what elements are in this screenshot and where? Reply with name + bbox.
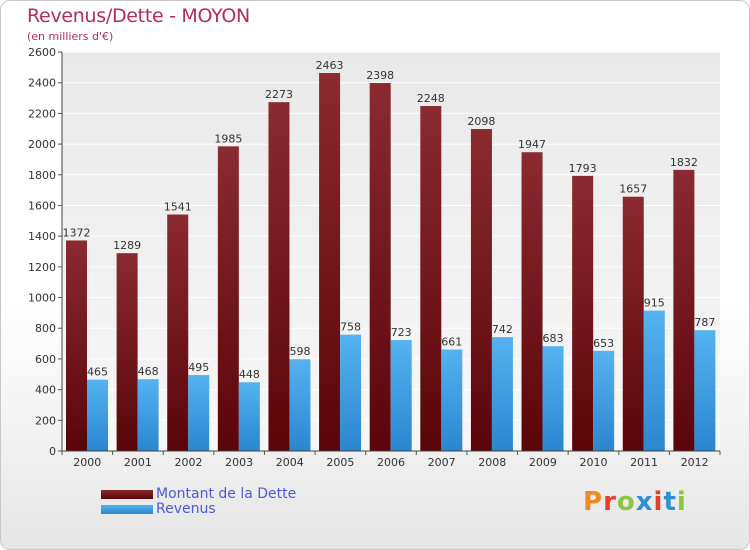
x-tick-label: 2002 [175, 456, 203, 469]
bar-debt [521, 152, 543, 451]
data-label-revenue: 758 [340, 321, 361, 334]
chart-subtitle: (en milliers d'€) [27, 30, 114, 43]
legend-label-debt: Montant de la Dette [156, 486, 297, 502]
legend-swatch-debt [101, 490, 153, 499]
bar-revenue [188, 375, 210, 451]
data-label-revenue: 468 [138, 365, 159, 378]
data-label-debt: 1832 [670, 156, 698, 169]
data-label-revenue: 495 [188, 361, 209, 374]
bar-revenue [340, 334, 362, 451]
data-label-debt: 2398 [366, 69, 394, 82]
y-tick-label: 0 [49, 445, 56, 458]
data-label-revenue: 661 [441, 336, 462, 349]
data-label-debt: 1947 [518, 138, 546, 151]
bar-revenue [441, 349, 463, 451]
data-label-revenue: 598 [289, 345, 310, 358]
x-tick-label: 2003 [225, 456, 253, 469]
x-tick-label: 2006 [377, 456, 405, 469]
x-tick-label: 2005 [326, 456, 354, 469]
x-tick-label: 2011 [630, 456, 658, 469]
y-tick-label: 800 [35, 322, 56, 335]
y-tick-label: 2400 [28, 77, 56, 90]
bar-debt [167, 214, 189, 451]
bar-revenue [238, 382, 260, 451]
y-tick-label: 2600 [28, 46, 56, 59]
x-tick-label: 2008 [478, 456, 506, 469]
legend-swatch-revenue [101, 505, 153, 514]
bar-debt [420, 106, 442, 451]
data-label-debt: 1289 [113, 239, 141, 252]
chart-title: Revenus/Dette - MOYON [27, 5, 250, 27]
data-label-revenue: 787 [694, 316, 715, 329]
x-tick-label: 2004 [276, 456, 304, 469]
data-label-revenue: 683 [543, 332, 564, 345]
bar-debt [66, 240, 87, 451]
data-label-revenue: 723 [391, 326, 412, 339]
proxiti-logo: Proxiti [583, 487, 687, 517]
legend-label-revenue: Revenus [156, 501, 216, 517]
bar-revenue [289, 359, 311, 451]
data-label-revenue: 742 [492, 323, 513, 336]
bar-debt [268, 102, 290, 452]
y-tick-label: 2200 [28, 107, 56, 120]
bar-debt [673, 169, 695, 451]
y-tick-label: 1600 [28, 199, 56, 212]
x-tick-label: 2009 [529, 456, 557, 469]
bar-debt [369, 82, 391, 451]
data-label-debt: 2098 [467, 115, 495, 128]
x-tick-label: 2001 [124, 456, 152, 469]
bar-debt [470, 129, 492, 451]
bar-revenue [491, 337, 513, 451]
data-label-revenue: 465 [87, 366, 108, 379]
data-label-revenue: 653 [593, 337, 614, 350]
x-tick-label: 2010 [579, 456, 607, 469]
y-tick-label: 2000 [28, 138, 56, 151]
bar-revenue [593, 350, 615, 451]
y-tick-label: 200 [35, 414, 56, 427]
x-tick-label: 2012 [681, 456, 709, 469]
bar-debt [319, 73, 341, 451]
bar-debt [622, 196, 644, 451]
data-label-revenue: 448 [239, 368, 260, 381]
bar-debt [217, 146, 239, 451]
y-tick-label: 1200 [28, 261, 56, 274]
x-tick-label: 2000 [73, 456, 101, 469]
data-label-debt: 1372 [63, 226, 91, 239]
data-label-debt: 2248 [417, 92, 445, 105]
bar-revenue [137, 379, 159, 451]
data-label-debt: 2463 [316, 59, 344, 72]
bar-revenue [694, 330, 716, 451]
y-tick-label: 1800 [28, 169, 56, 182]
data-label-debt: 1657 [619, 183, 647, 196]
bar-revenue [390, 340, 412, 451]
bar-debt [116, 253, 138, 451]
y-tick-label: 1000 [28, 292, 56, 305]
data-label-revenue: 915 [644, 297, 665, 310]
x-tick-label: 2007 [428, 456, 456, 469]
data-label-debt: 1541 [164, 201, 192, 214]
bar-revenue [87, 379, 108, 451]
bar-revenue [542, 346, 564, 451]
data-label-debt: 2273 [265, 88, 293, 101]
data-label-debt: 1985 [214, 132, 242, 145]
bar-revenue [643, 310, 665, 451]
y-tick-label: 400 [35, 384, 56, 397]
bar-debt [572, 175, 594, 452]
y-tick-label: 600 [35, 353, 56, 366]
y-tick-label: 1400 [28, 230, 56, 243]
data-label-debt: 1793 [569, 162, 597, 175]
